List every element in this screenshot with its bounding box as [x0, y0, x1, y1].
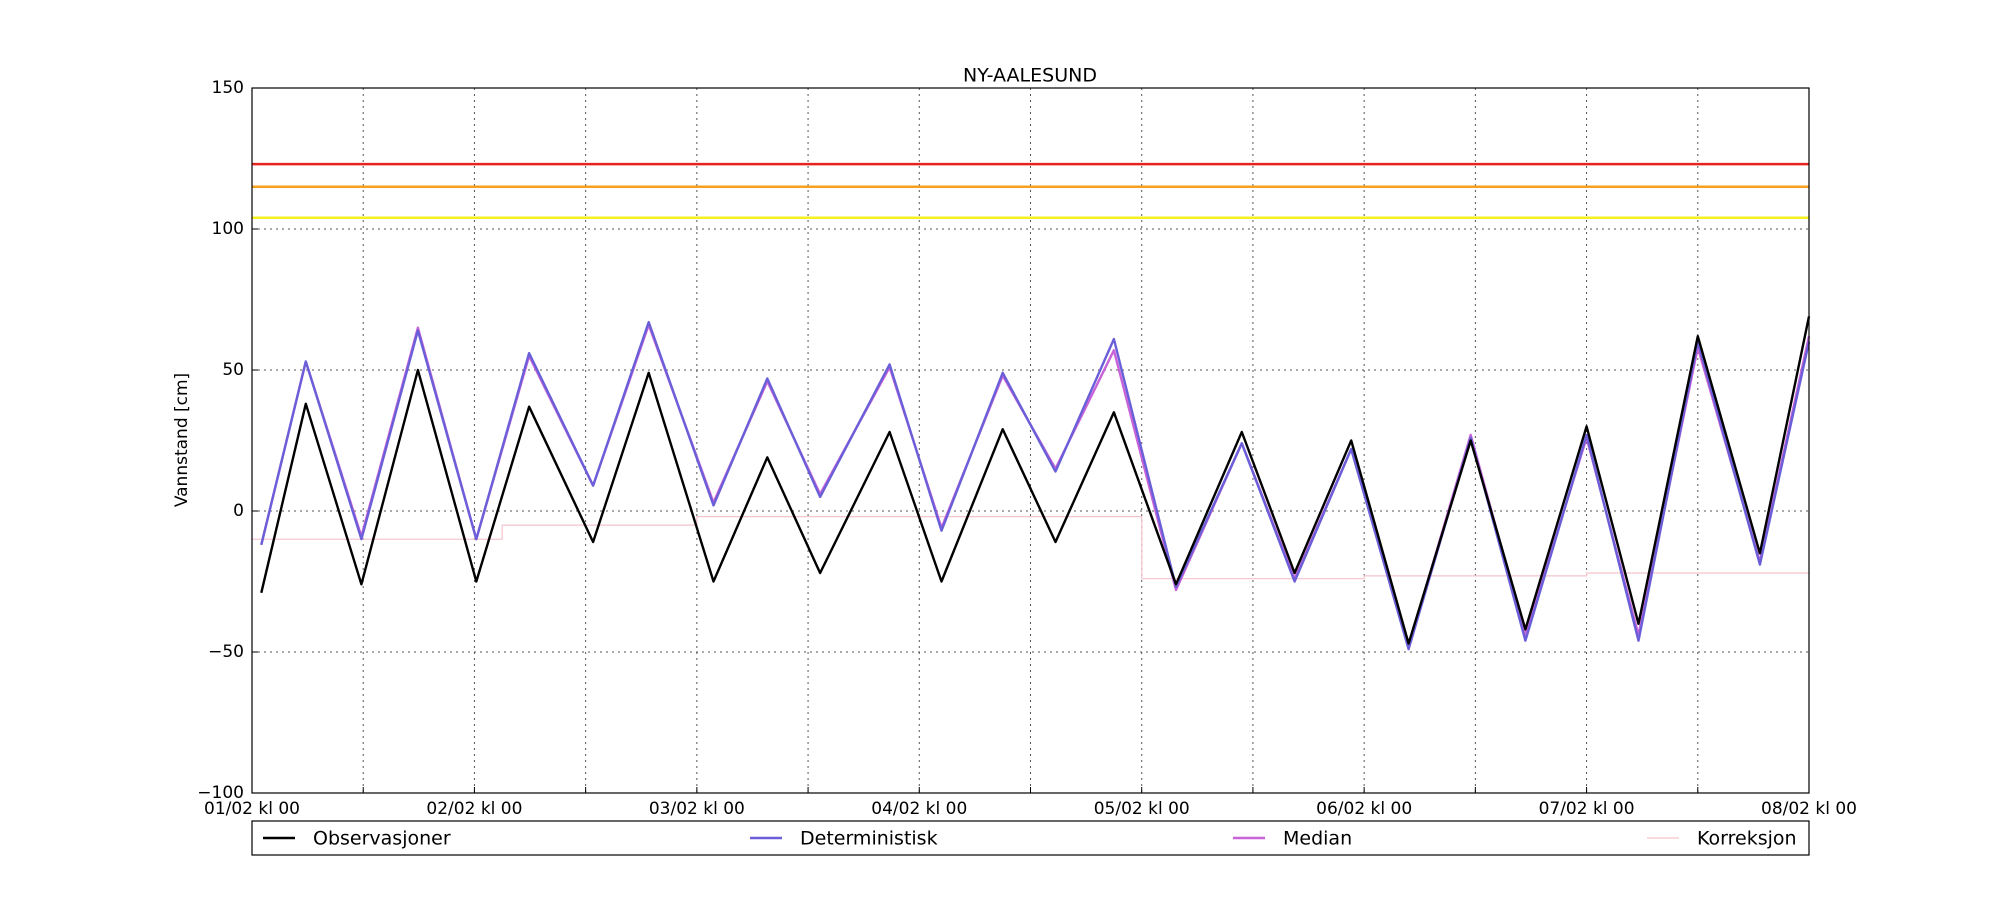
- y-tick-label: 150: [212, 78, 244, 98]
- x-tick-label: 06/02 kl 00: [1316, 799, 1412, 819]
- x-tick-label: 03/02 kl 00: [649, 799, 745, 819]
- y-tick-label: −50: [208, 642, 244, 662]
- x-tick-label: 04/02 kl 00: [871, 799, 967, 819]
- x-tick-label: 05/02 kl 00: [1094, 799, 1190, 819]
- series-line: [260, 323, 1811, 648]
- y-tick-label: 50: [222, 360, 244, 380]
- series-line: [260, 320, 1811, 651]
- legend-label: Median: [1283, 828, 1352, 850]
- y-axis-label: Vannstand [cm]: [172, 373, 192, 507]
- legend-label: Deterministisk: [800, 828, 938, 850]
- series-line: [260, 316, 1811, 645]
- legend-label: Observasjoner: [313, 828, 451, 850]
- y-tick-label: 100: [212, 219, 244, 239]
- legend-label: Korreksjon: [1697, 828, 1797, 850]
- x-tick-label: 01/02 kl 00: [204, 799, 300, 819]
- x-tick-label: 08/02 kl 00: [1761, 799, 1857, 819]
- legend: [251, 820, 1810, 856]
- y-tick-label: −100: [197, 783, 244, 803]
- series-line: [252, 516, 1809, 580]
- y-tick-label: 0: [233, 501, 244, 521]
- x-tick-label: 02/02 kl 00: [426, 799, 522, 819]
- plot-frame: [251, 87, 1810, 794]
- x-tick-label: 07/02 kl 00: [1539, 799, 1635, 819]
- chart-title: NY-AALESUND: [963, 65, 1097, 87]
